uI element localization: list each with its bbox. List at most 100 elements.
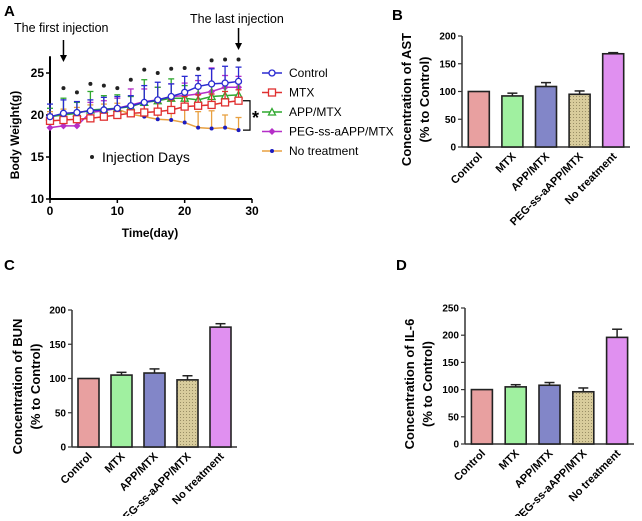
- y-axis-label: (% to Control): [28, 344, 43, 430]
- legend-item: No treatment: [262, 144, 359, 158]
- legend-item: MTX: [262, 86, 314, 100]
- y-axis-label: Body Weight(g): [8, 91, 22, 179]
- y-tick-label: 150: [442, 358, 459, 369]
- data-point: [169, 118, 174, 123]
- y-tick-label: 100: [442, 385, 459, 396]
- series-0: [46, 65, 243, 121]
- y-tick-label: 0: [453, 440, 459, 451]
- significance-mark: *: [252, 108, 259, 128]
- panel-label-c: C: [4, 257, 15, 274]
- bar-no-treatment: [605, 336, 629, 445]
- y-tick-label: 100: [439, 87, 456, 98]
- x-axis-label: Time(day): [122, 226, 178, 240]
- y-axis-label: Concentration of BUN: [10, 319, 25, 455]
- injection-day-dot: [236, 57, 241, 62]
- x-tick-label: 30: [245, 204, 259, 218]
- data-point: [236, 128, 241, 133]
- category-label: MTX: [497, 447, 522, 472]
- injection-day-dot: [182, 65, 187, 70]
- y-tick-label: 15: [31, 150, 45, 164]
- y-tick-label: 20: [31, 108, 45, 122]
- last-injection-label: The last injection: [190, 12, 284, 26]
- data-point: [127, 102, 135, 110]
- data-point: [140, 98, 148, 107]
- data-point: [220, 98, 230, 107]
- injection-day-dot: [115, 86, 120, 91]
- legend-item: Control: [262, 66, 328, 80]
- category-label: Control: [452, 448, 488, 484]
- injection-day-dot: [128, 77, 133, 82]
- injection-day-dot: [223, 57, 228, 62]
- y-tick-label: 150: [49, 340, 66, 351]
- y-tick-label: 0: [450, 143, 456, 154]
- injection-day-dot: [196, 66, 201, 71]
- data-point: [207, 100, 216, 110]
- significance-bracket: [243, 100, 251, 131]
- x-tick-label: 10: [111, 204, 125, 218]
- y-tick-label: 10: [31, 192, 45, 206]
- bar-control: [77, 377, 100, 448]
- data-point: [234, 96, 243, 105]
- data-point: [194, 82, 202, 91]
- panel-label-b: B: [392, 7, 403, 24]
- legend-label: MTX: [289, 86, 314, 100]
- bar-app-mtx: [143, 372, 166, 448]
- bar-mtx: [501, 95, 524, 148]
- data-point: [181, 88, 189, 96]
- data-point: [267, 88, 277, 97]
- data-point: [73, 122, 81, 130]
- y-axis-label: Concentration of AST: [399, 33, 414, 166]
- injection-day-dot: [209, 58, 214, 63]
- legend-label: Control: [289, 66, 328, 80]
- injection-day-dot: [88, 81, 93, 86]
- data-point: [268, 69, 276, 77]
- data-point: [155, 117, 160, 122]
- data-point: [59, 115, 68, 125]
- panel-label-a: A: [4, 3, 15, 20]
- injection-day-dot: [101, 83, 106, 88]
- bar-mtx: [504, 386, 528, 445]
- x-tick-label: 0: [47, 204, 54, 218]
- y-tick-label: 150: [439, 59, 456, 70]
- injection-day-dot: [74, 90, 79, 95]
- data-point: [46, 113, 54, 121]
- bar-mtx: [110, 374, 133, 448]
- data-point: [140, 108, 149, 117]
- y-axis-label: (% to Control): [417, 57, 432, 143]
- injection-days-label: Injection Days: [102, 149, 190, 165]
- legend-label: PEG-ss-aAPP/MTX: [289, 125, 394, 139]
- bar-app-mtx: [538, 384, 561, 445]
- data-point: [182, 120, 187, 125]
- x-tick-label: 20: [178, 204, 192, 218]
- bar-peg-ss-aapp-mtx: [176, 379, 199, 448]
- legend-label: APP/MTX: [289, 105, 342, 119]
- arrow-head: [59, 55, 67, 62]
- category-label: MTX: [103, 450, 128, 475]
- data-point: [154, 96, 162, 104]
- data-point: [153, 107, 162, 116]
- category-label: Control: [449, 151, 485, 187]
- y-tick-label: 25: [31, 66, 45, 80]
- data-point: [196, 125, 201, 130]
- first-injection-label: The first injection: [14, 21, 109, 35]
- legend-item: APP/MTX: [262, 105, 342, 119]
- data-point: [73, 108, 81, 117]
- data-point: [193, 101, 203, 110]
- bar-no-treatment: [209, 326, 232, 448]
- bar-control: [467, 90, 491, 148]
- data-point: [113, 104, 121, 112]
- data-point: [113, 110, 122, 120]
- data-point: [99, 112, 109, 121]
- bar-app-mtx: [534, 85, 558, 148]
- y-tick-label: 50: [448, 412, 460, 423]
- data-point: [72, 115, 82, 124]
- legend-label: No treatment: [289, 144, 359, 158]
- data-point: [167, 105, 176, 115]
- bar-peg-ss-aapp-mtx: [568, 93, 591, 148]
- arrow-head: [235, 43, 243, 50]
- injection-day-legend-dot: [90, 155, 94, 159]
